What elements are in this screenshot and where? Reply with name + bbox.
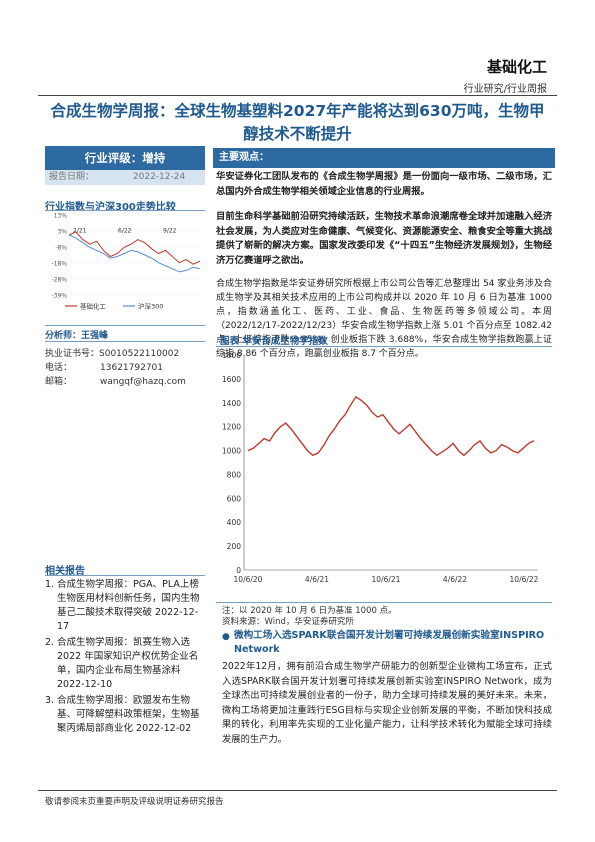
figure-title: 图表 华安合成生物学指数 [220, 336, 328, 347]
x-tick-label: 10/6/21 [372, 575, 401, 584]
email-label: 邮箱： [45, 377, 73, 387]
legend-label: 沪深300 [138, 302, 163, 311]
list-item[interactable]: 2. 合成生物学周报：凯赛生物入选 2022 年国家知识产权优势企业名单，国内企… [45, 636, 207, 692]
phone-number: 13621792701 [100, 363, 164, 373]
related-reports-title: 相关报告 [45, 566, 85, 577]
y-tick-label: -39% [51, 293, 67, 300]
paragraph-background: 目前生命科学基础前沿研究持续活跃，生物技术革命浪潮席卷全球并加速融入经济社会发展… [216, 211, 552, 266]
sector-title: 基础化工 [486, 58, 547, 76]
phone-row: 电话： 13621792701 [45, 360, 163, 373]
figure-source: 资料来源：Wind，华安证券研究所 [222, 617, 354, 627]
index-chart: 1800 1600 1400 1200 1000 800 600 400 200 010/6/20… [222, 351, 539, 584]
phone-label: 电话： [45, 363, 73, 373]
related-reports-list: 1. 合成生物学周报：PGA、PLA上榜生物医用材料创新任务，国内生物基己二酸技… [45, 578, 207, 738]
bullet-icon: ● [222, 632, 230, 642]
y-tick-label: -18% [51, 261, 67, 268]
email-address[interactable]: wangqf@hazq.com [100, 377, 186, 387]
x-tick-label: 10/6/20 [234, 575, 263, 584]
list-item-number: 1. [45, 579, 55, 590]
list-item[interactable]: 3. 合成生物学周报：欧盟发布生物基、可降解塑料政策框架，生物基聚丙烯局部商业化… [45, 694, 207, 736]
paragraph-index: 合成生物学指数是华安证券研究所根据上市公司公告等汇总整理出 54 家业务涉及合成… [216, 279, 552, 359]
index-series-line [247, 395, 535, 457]
divider [45, 325, 205, 326]
report-date-row: 报告日期： 2022-12-24 [45, 170, 205, 185]
y-tick-label: 1600 [222, 375, 241, 384]
y-tick-label: 13% [54, 213, 68, 220]
paragraph-intro: 华安证券化工团队发布的《合成生物学周报》是一份面向一级市场、二级市场，汇总国内外… [216, 171, 552, 197]
divider [216, 346, 552, 347]
y-tick-label: -28% [51, 277, 67, 284]
y-tick-label: 1800 [222, 351, 241, 360]
y-tick-label: 1200 [222, 423, 241, 432]
x-tick-label: 2/21 [73, 227, 87, 234]
report-date-label: 报告日期： [49, 172, 95, 182]
x-tick-label: 6/22 [118, 227, 132, 234]
page-title: 合成生物学周报：全球生物基塑料2027年产能将达到630万吨，生物甲醇技术不断提… [50, 102, 545, 143]
divider [45, 341, 205, 342]
y-tick-label: 400 [227, 518, 242, 527]
y-tick-label: 1000 [222, 447, 241, 456]
header-divider [38, 95, 557, 96]
y-tick-label: 1400 [222, 399, 241, 408]
list-item-number: 2. [45, 637, 55, 648]
y-tick-label: -8% [55, 245, 67, 252]
y-tick-label: 0 [236, 566, 241, 575]
cert-label: 执业证书号： [45, 349, 100, 359]
x-tick-label: 4/6/22 [443, 575, 467, 584]
email-row: 邮箱： wangqf@hazq.com [45, 374, 186, 387]
x-tick-label: 4/6/21 [305, 575, 329, 584]
left-chart-title: 行业指数与沪深300走势比较 [45, 202, 176, 213]
y-tick-label: 200 [227, 542, 242, 551]
news-title: 微构工场入选SPARK联合国开发计划署可持续发展创新实验室INSPIRO Net… [234, 630, 545, 655]
list-item-text: 合成生物学周报：欧盟发布生物基、可降解塑料政策框架，生物基聚丙烯局部商业化 20… [57, 695, 200, 734]
news-body: 2022年12月，拥有前沿合成生物学产研能力的创新型企业微构工场宣布，正式入选S… [222, 661, 552, 745]
list-item-text: 合成生物学周报：PGA、PLA上榜生物医用材料创新任务，国内生物基己二酸技术取得… [57, 579, 200, 632]
left-chart: 13% 3% -8% -18% -28% -39% 2/21 6/22 9/22 基础化工 沪深30… [51, 213, 201, 311]
divider [45, 575, 205, 576]
cert-number: S0010522110002 [99, 349, 180, 359]
x-tick-label: 9/22 [163, 227, 177, 234]
series-line [68, 231, 201, 265]
list-item-number: 3. [45, 695, 55, 706]
figure-note: 注：以 2020 年 10 月 6 日为基准 1000 点。 [222, 606, 397, 616]
main-view-header: 主要观点： [213, 148, 555, 168]
report-date-value: 2022-12-24 [132, 172, 186, 182]
y-tick-label: 800 [227, 470, 242, 479]
legend-label: 基础化工 [80, 302, 107, 311]
report-type: 行业研究/行业周报 [463, 84, 547, 95]
cert-row: 执业证书号：S0010522110002 [45, 346, 179, 359]
series-line [68, 234, 201, 273]
footer-divider [38, 790, 557, 791]
footer-text: 敬请参阅末页重要声明及评级说明证券研究报告 [45, 797, 224, 807]
divider [45, 210, 205, 211]
rating-badge: 行业评级：增持 [45, 146, 205, 170]
list-item[interactable]: 1. 合成生物学周报：PGA、PLA上榜生物医用材料创新任务，国内生物基己二酸技… [45, 578, 207, 634]
analyst-name: 分析师：王强峰 [45, 331, 109, 341]
divider [216, 602, 552, 603]
y-tick-label: 600 [227, 494, 242, 503]
y-tick-label: 3% [57, 229, 67, 236]
x-tick-label: 10/6/22 [510, 575, 539, 584]
list-item-text: 合成生物学周报：凯赛生物入选 2022 年国家知识产权优势企业名单，国内企业布局… [57, 637, 199, 690]
